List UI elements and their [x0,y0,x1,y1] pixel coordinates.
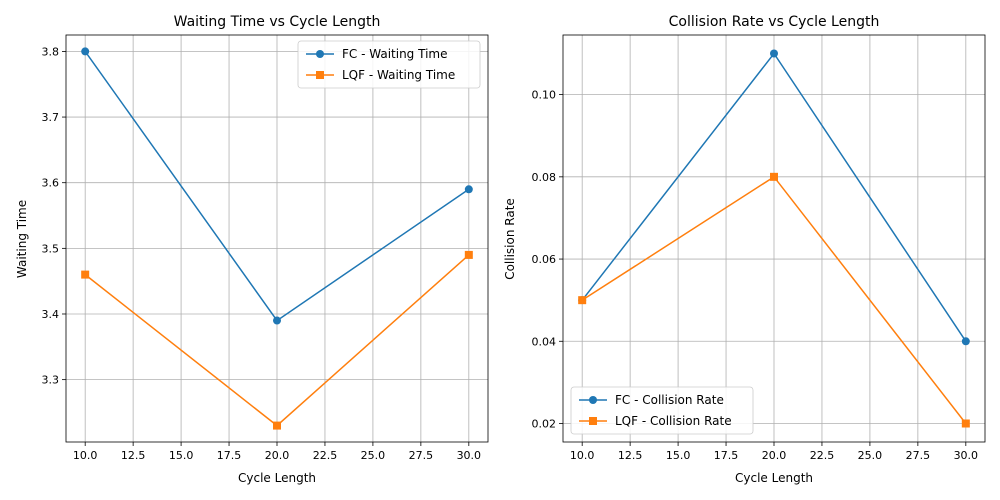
data-point [81,47,90,56]
x-tick-label: 25.0 [361,449,386,462]
x-tick-label: 20.0 [265,449,290,462]
legend-label: FC - Waiting Time [342,47,447,61]
x-tick-label: 30.0 [457,449,482,462]
y-tick-label: 0.04 [532,335,557,348]
data-point [770,172,778,181]
y-tick-label: 3.5 [42,242,60,255]
data-point [578,296,587,305]
data-point [770,49,778,58]
legend-marker [316,71,324,79]
y-tick-label: 0.08 [532,171,557,184]
legend-label: LQF - Collision Rate [615,414,732,428]
x-tick-label: 15.0 [169,449,194,462]
x-tick-label: 25.0 [858,449,883,462]
chart-title: Waiting Time vs Cycle Length [174,14,381,30]
legend-label: FC - Collision Rate [615,393,724,407]
x-tick-label: 27.5 [409,449,434,462]
collision-rate-chart: Collision Rate vs Cycle Length Cycle Len… [503,14,986,485]
x-axis-label: Cycle Length [238,471,316,485]
legend: FC - Collision Rate LQF - Collision Rate [570,386,754,435]
data-point [464,250,473,259]
y-tick-label: 3.8 [42,45,60,58]
legend-entry: LQF - Waiting Time [306,68,455,82]
legend-entry: FC - Collision Rate [579,393,724,407]
legend-marker [589,417,597,425]
data-point [961,337,970,346]
x-tick-label: 17.5 [217,449,242,462]
data-point [273,421,281,430]
waiting-time-chart: Waiting Time vs Cycle Length Cycle Lengt… [15,14,489,485]
x-tick-label: 10.0 [570,449,595,462]
y-tick-label: 0.02 [532,418,557,431]
x-axis-label: Cycle Length [735,471,813,485]
y-axis-label: Waiting Time [15,200,29,278]
series-0 [81,47,473,325]
x-tick-label: 22.5 [313,449,338,462]
data-point [961,419,970,428]
y-tick-label: 0.06 [532,253,557,266]
legend: FC - Waiting Time LQF - Waiting Time [297,40,481,89]
x-tick-label: 27.5 [906,449,931,462]
y-tick-label: 3.4 [42,308,60,321]
x-tick-label: 20.0 [762,449,787,462]
x-tick-label: 30.0 [954,449,979,462]
legend-entry: FC - Waiting Time [306,47,447,61]
legend-box [297,40,481,89]
legend-box [570,386,754,435]
legend-marker [316,50,324,58]
data-point [464,185,473,194]
data-point [81,270,90,279]
y-tick-label: 0.10 [532,89,557,102]
x-tick-label: 17.5 [714,449,739,462]
y-tick-label: 3.7 [42,111,60,124]
grid-lines [563,35,985,442]
grid-lines [66,35,488,442]
legend-marker [589,396,597,404]
x-tick-label: 15.0 [666,449,691,462]
series-1 [81,250,473,430]
y-axis-label: Collision Rate [503,198,517,280]
legend-label: LQF - Waiting Time [342,68,455,82]
legend-entry: LQF - Collision Rate [579,414,732,428]
x-tick-label: 12.5 [121,449,146,462]
plot-frame [65,34,489,443]
x-tick-label: 22.5 [810,449,835,462]
series-1 [578,172,970,428]
plot-frame [562,34,986,443]
y-tick-label: 3.6 [42,177,60,190]
x-tick-label: 10.0 [73,449,98,462]
y-tick-label: 3.3 [42,374,60,387]
chart-title: Collision Rate vs Cycle Length [669,14,880,30]
data-point [273,316,281,325]
x-tick-label: 12.5 [618,449,643,462]
